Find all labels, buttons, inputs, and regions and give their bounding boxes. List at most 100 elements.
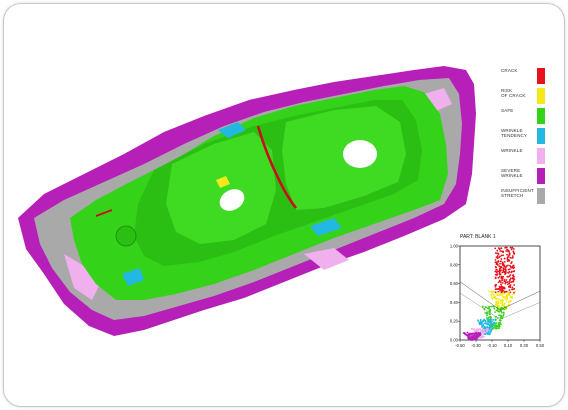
data-point [499, 319, 502, 322]
data-point [466, 331, 469, 334]
data-point [500, 250, 503, 253]
data-point [505, 290, 507, 293]
data-point [494, 247, 497, 250]
data-point [483, 330, 485, 333]
data-point [489, 327, 491, 330]
legend-item-wrinkle: WRINKLE [501, 148, 561, 164]
data-point [512, 250, 515, 253]
data-point [500, 283, 502, 286]
data-point [497, 291, 500, 294]
legend-item-risk-of-crack: RISK OF CRACK [501, 88, 561, 104]
data-point [494, 258, 497, 261]
y-tick-label: 0.40 [450, 300, 459, 305]
data-point [513, 278, 516, 281]
x-tick-label: -0.30 [471, 343, 481, 348]
data-point [491, 328, 494, 330]
data-point [505, 250, 508, 252]
data-point [498, 304, 500, 307]
data-point [490, 290, 493, 293]
data-point [509, 265, 512, 268]
data-point [482, 320, 485, 323]
data-point [512, 247, 515, 250]
data-point [486, 328, 489, 331]
data-point [482, 332, 485, 335]
data-point [475, 337, 478, 340]
data-point [477, 319, 479, 322]
data-point [471, 335, 474, 338]
data-point [485, 316, 488, 319]
data-point [493, 296, 496, 298]
data-point [497, 277, 500, 279]
data-point [503, 260, 506, 263]
data-point [498, 285, 501, 288]
y-tick-label: 1.00 [450, 244, 459, 249]
data-point [493, 307, 496, 310]
safety-margin-curve [459, 292, 541, 320]
data-point [473, 329, 476, 332]
data-point [501, 271, 504, 274]
data-point [494, 311, 496, 314]
data-point [502, 313, 505, 316]
data-point [497, 260, 500, 263]
data-point [500, 277, 503, 280]
data-point [498, 325, 501, 328]
data-point [495, 288, 498, 291]
formability-panel-render [18, 66, 476, 336]
data-point [479, 334, 482, 336]
data-point [504, 268, 507, 271]
data-point [511, 288, 514, 291]
data-point [488, 290, 491, 293]
data-point [501, 277, 504, 280]
y-tick-label: 0.60 [450, 281, 459, 286]
data-point [498, 267, 501, 270]
data-point [471, 328, 474, 331]
data-point [508, 291, 511, 293]
data-point [486, 323, 489, 326]
data-point [473, 332, 475, 335]
data-point [490, 296, 493, 299]
data-point [498, 298, 501, 300]
data-point [513, 253, 516, 255]
crack-line-left [95, 209, 113, 217]
data-point [492, 290, 495, 293]
data-point [503, 292, 506, 295]
data-point [497, 253, 500, 255]
data-point [509, 277, 512, 280]
data-point [513, 284, 516, 286]
risk-spot [216, 176, 230, 188]
data-point [492, 293, 495, 296]
data-point [503, 280, 506, 282]
data-point [502, 314, 505, 317]
data-point [492, 318, 495, 321]
data-point [494, 291, 497, 294]
data-point [507, 258, 510, 261]
data-point [497, 302, 500, 304]
data-point [508, 254, 511, 256]
data-point [500, 306, 503, 309]
data-point [495, 266, 498, 269]
data-point [501, 302, 504, 305]
data-point [509, 256, 512, 259]
data-point [510, 262, 513, 265]
y-tick-label: 0.80 [450, 262, 459, 267]
data-point [502, 296, 505, 299]
data-point [479, 336, 482, 339]
data-point [485, 328, 488, 331]
legend-item-wrinkle-tendency: WRINKLE TENDENCY [501, 128, 561, 144]
data-point [469, 336, 472, 339]
data-point [488, 324, 491, 326]
legend-swatch [537, 168, 545, 184]
data-point [504, 271, 507, 274]
data-point [504, 298, 507, 300]
data-point [501, 262, 504, 265]
data-point [499, 273, 501, 276]
data-point [495, 309, 498, 312]
data-point [496, 303, 499, 306]
data-point [502, 300, 504, 302]
data-point [498, 256, 501, 259]
legend-swatch [537, 88, 545, 104]
data-point [494, 319, 497, 322]
data-point [511, 255, 514, 257]
data-point [494, 324, 497, 327]
data-point [499, 323, 502, 326]
